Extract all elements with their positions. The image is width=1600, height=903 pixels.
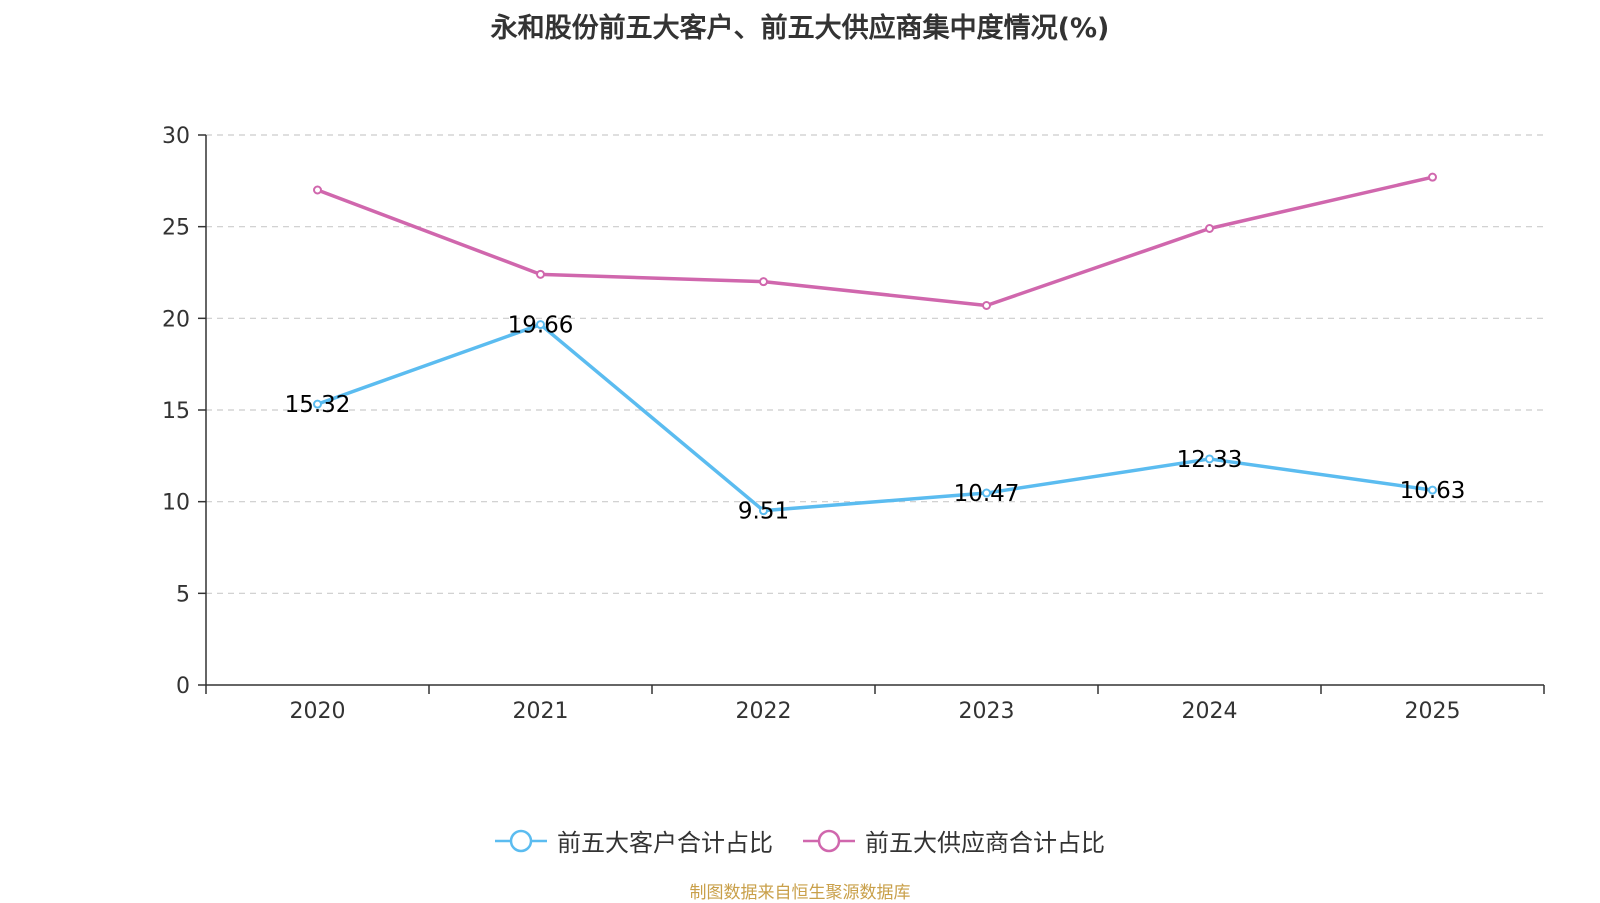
y-tick-label: 25	[162, 216, 190, 241]
y-tick-label: 5	[176, 582, 190, 607]
series-1-point	[1205, 224, 1214, 233]
legend-item-customers[interactable]: 前五大客户合计占比	[495, 823, 773, 858]
y-tick-label: 20	[162, 307, 190, 332]
x-tick-label: 2022	[736, 699, 792, 724]
y-tick-label: 15	[162, 399, 190, 424]
x-tick-label: 2024	[1182, 699, 1238, 724]
legend-swatch-customers-icon	[495, 829, 547, 852]
series-1-point	[1428, 172, 1437, 182]
chart-title: 永和股份前五大客户、前五大供应商集中度情况(%)	[490, 13, 1110, 44]
series-1-point	[536, 269, 545, 279]
legend-item-suppliers[interactable]: 前五大供应商合计占比	[803, 823, 1105, 858]
y-tick-label: 30	[162, 124, 190, 149]
series-0-point	[1428, 485, 1437, 495]
series-1-point	[313, 185, 322, 195]
data-labels: 15.32 19.66 9.51 10.47 12.33 10.63	[285, 313, 1466, 525]
series-line-1	[315, 175, 1435, 308]
series-0-point	[536, 320, 545, 330]
gridlines	[206, 134, 1544, 594]
y-tick-label: 0	[176, 674, 190, 699]
source-note: 制图数据来自恒生聚源数据库	[689, 883, 911, 903]
data-label: 9.51	[738, 499, 789, 525]
series-0-point	[982, 488, 991, 498]
series-0-point	[313, 399, 322, 409]
series-0-point	[759, 506, 768, 516]
x-tick-label: 2025	[1405, 699, 1461, 724]
legend-swatch-suppliers-icon	[803, 829, 855, 852]
series	[313, 172, 1437, 516]
data-label: 10.47	[954, 481, 1020, 507]
series-line-0	[315, 322, 1435, 513]
legend: 前五大客户合计占比 前五大供应商合计占比	[0, 823, 1600, 858]
data-label: 15.32	[285, 392, 351, 418]
data-label: 19.66	[508, 313, 574, 339]
legend-label-suppliers: 前五大供应商合计占比	[865, 829, 1105, 857]
x-tick-label: 2021	[513, 699, 569, 724]
x-tick-label: 2020	[290, 699, 346, 724]
data-label: 12.33	[1177, 447, 1243, 473]
series-1-point	[759, 277, 768, 287]
data-label: 10.63	[1400, 478, 1466, 504]
series-0-point	[1205, 454, 1214, 464]
x-tick-label: 2023	[959, 699, 1015, 724]
y-tick-label: 10	[162, 491, 190, 516]
series-1-point	[982, 301, 991, 310]
legend-label-customers: 前五大客户合计占比	[557, 829, 773, 857]
